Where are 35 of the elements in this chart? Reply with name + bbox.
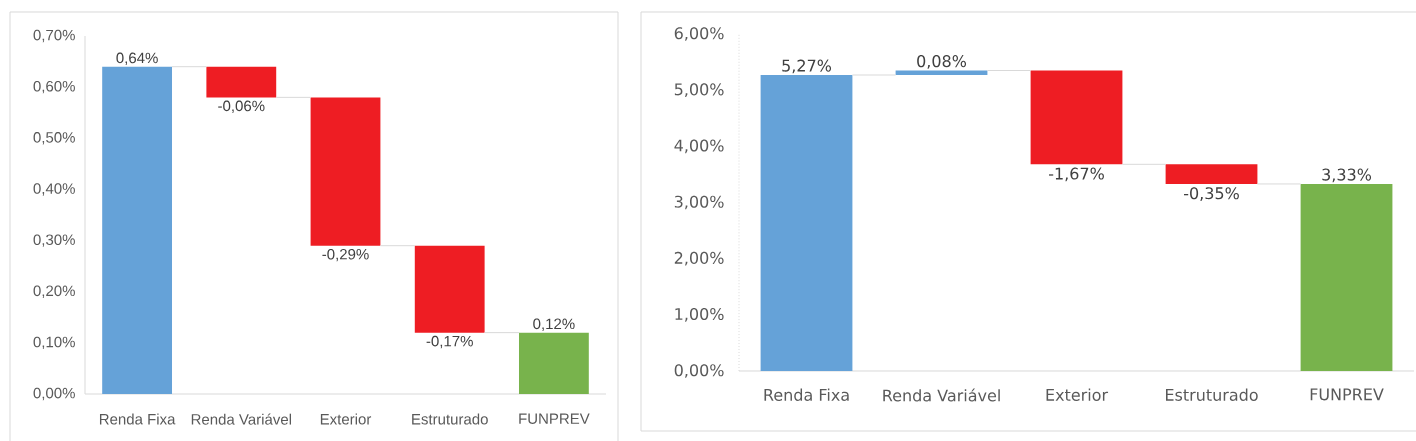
x-tick-label: Estruturado <box>412 413 488 425</box>
x-tick-label: Renda Fixa <box>764 388 849 401</box>
y-tick-label: 2,00% <box>674 251 724 266</box>
x-tick-label: Renda Variável <box>883 388 1000 402</box>
x-tick-label: Estruturado <box>1166 388 1258 401</box>
y-tick-label: 0,70% <box>33 29 75 43</box>
y-tick-label: 0,10% <box>33 336 75 350</box>
y-tick-label: 0,30% <box>33 234 75 247</box>
data-label: 0,08% <box>917 55 967 69</box>
x-tick-label: FUNPREV <box>1310 388 1384 401</box>
x-tick-label: Renda Fixa <box>99 413 176 425</box>
y-tick-label: 0,40% <box>33 183 75 196</box>
y-tick-label: 4,00% <box>674 139 724 154</box>
data-label: -1,67% <box>1048 167 1104 182</box>
data-label: 0,64% <box>116 52 158 65</box>
y-tick-label: 0,50% <box>33 132 75 145</box>
data-label: 5,27% <box>782 59 832 74</box>
data-label: -0,35% <box>1183 187 1239 201</box>
y-tick-label: 0,20% <box>33 285 75 298</box>
data-label: 0,12% <box>533 318 575 331</box>
y-tick-label: 0,00% <box>674 364 724 378</box>
data-label: 3,33% <box>1322 168 1372 183</box>
data-label: -0,17% <box>426 335 473 349</box>
y-tick-label: 3,00% <box>674 195 724 210</box>
y-tick-label: 5,00% <box>674 83 724 98</box>
y-tick-label: 0,60% <box>33 80 75 94</box>
x-tick-label: Renda Variável <box>191 413 291 425</box>
y-tick-label: 1,00% <box>675 307 724 322</box>
y-tick-label: 0,00% <box>33 387 75 401</box>
data-label: -0,06% <box>218 100 265 113</box>
data-label: -0,29% <box>322 248 369 262</box>
x-tick-label: FUNPREV <box>519 413 590 424</box>
y-tick-label: 6,00% <box>674 27 724 41</box>
x-tick-label: Exterior <box>320 413 372 425</box>
x-tick-label: Exterior <box>1046 388 1109 401</box>
